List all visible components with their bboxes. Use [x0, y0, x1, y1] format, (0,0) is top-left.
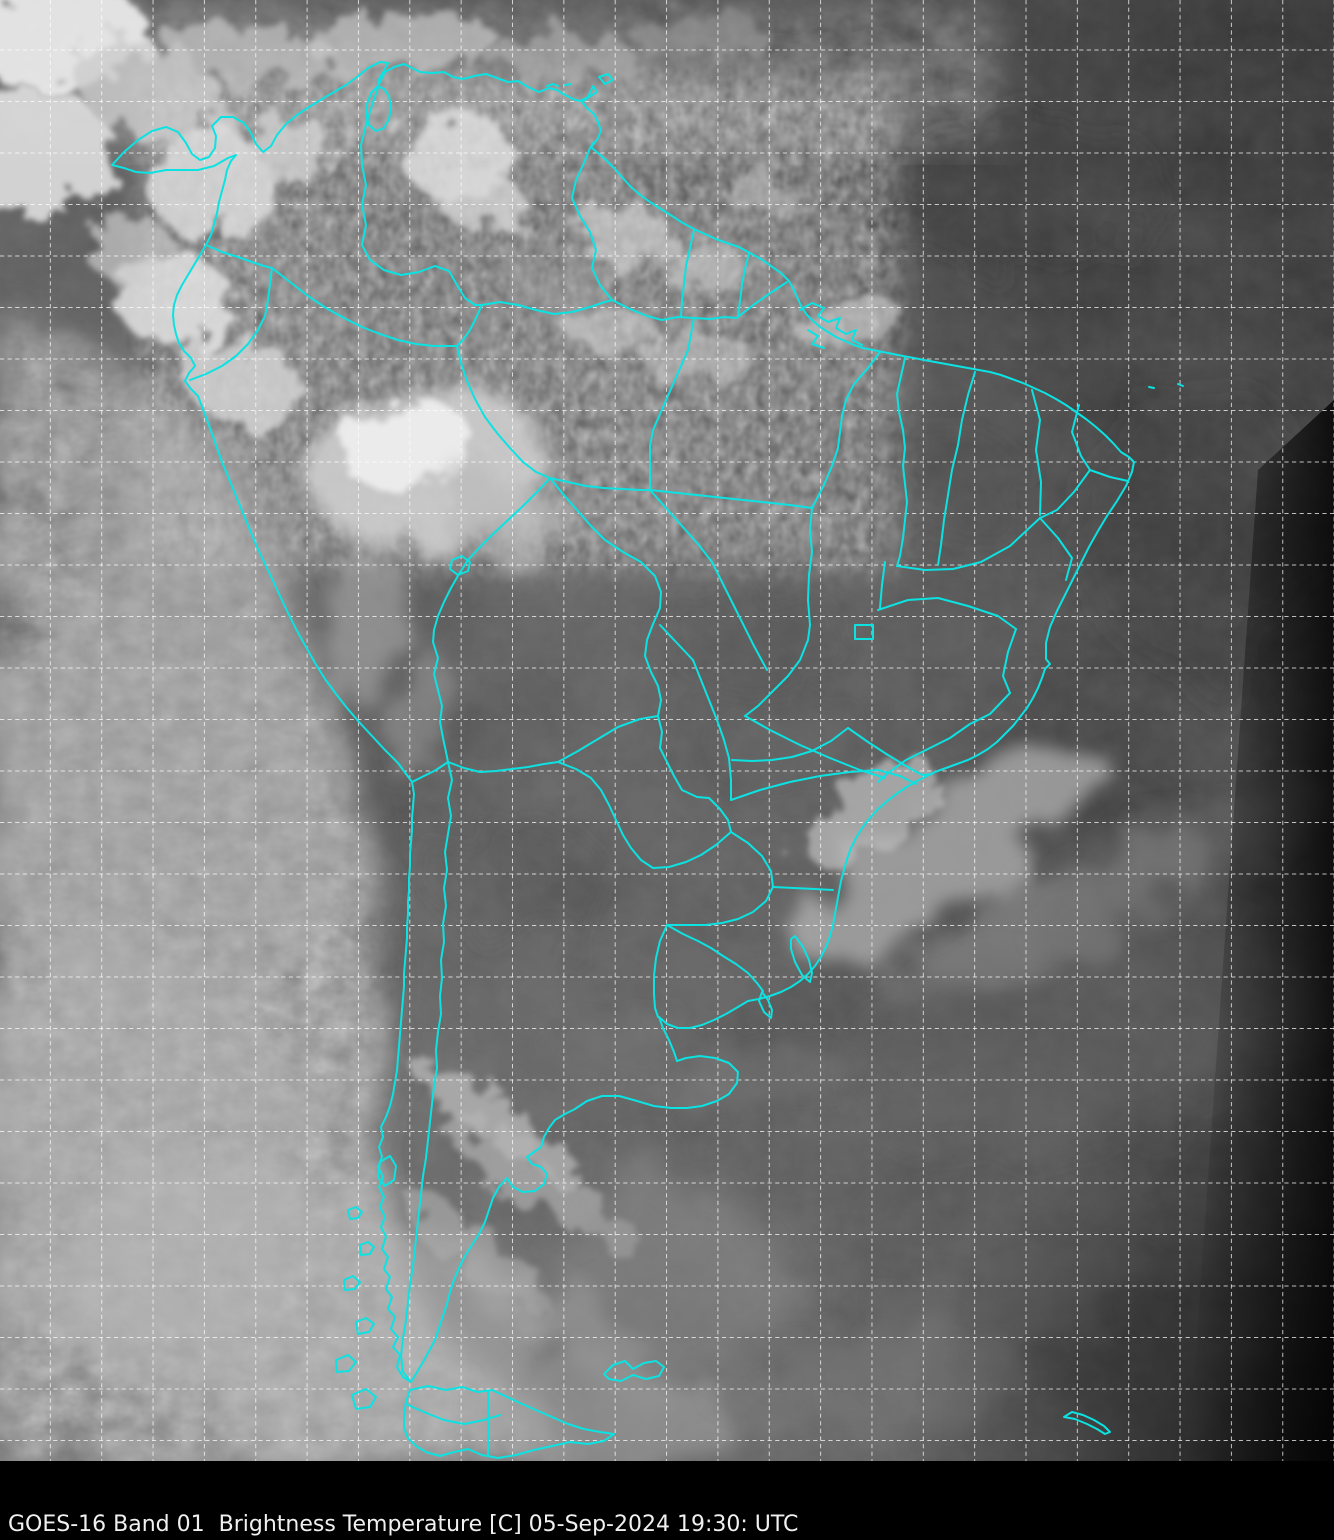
state-riograndedosul: [772, 886, 834, 891]
islands-falkland: [603, 1360, 665, 1382]
lagoon-patos: [790, 935, 813, 983]
state-piaui-ceara: [1031, 389, 1042, 516]
state-goias-tocantins: [879, 561, 886, 609]
state-para-maranhao: [811, 351, 881, 509]
border-colombia-peru: [271, 267, 458, 347]
island-noronha: [1148, 383, 1184, 389]
state-df-box: [854, 624, 874, 640]
border-peru-chile: [411, 761, 449, 783]
state-paraiba-pernambuco: [1039, 469, 1091, 519]
state-goias-west: [744, 507, 813, 717]
island-southgeorgia: [1063, 1411, 1111, 1435]
latlon-grid-overlay: [0, 0, 1334, 1461]
island-tierradelfuego: [403, 1385, 615, 1459]
state-bahia-north: [896, 517, 1041, 571]
state-saopaulo-rio: [847, 727, 933, 776]
border-colombia-ecuador: [205, 244, 273, 269]
strait-magellan: [405, 1403, 501, 1425]
state-minas-north: [877, 597, 1017, 630]
border-guiana-brazil: [737, 281, 788, 318]
state-minas-saopaulo: [731, 727, 849, 762]
caption-bar: GOES-16 Band 01 Brightness Temperature […: [0, 1461, 1334, 1540]
border-ecuador-peru: [189, 267, 273, 381]
state-amazonas-matogrosso: [649, 489, 813, 509]
state-tocantins-maranhao: [896, 357, 908, 567]
state-saopaulo-parana: [730, 769, 917, 801]
border-venezuela-brazil: [481, 299, 613, 315]
border-guyana-brazil: [611, 299, 663, 321]
border-chile-argentina: [400, 761, 453, 1383]
border-colombia-brazil: [456, 304, 483, 347]
state-matogrosso-west: [711, 561, 768, 671]
border-venezuela-guyana: [571, 141, 613, 301]
state-acre: [549, 477, 651, 491]
state-minas-south: [877, 692, 1011, 783]
border-uruguay-brazil: [666, 924, 764, 992]
coastline-south-america: [111, 61, 1135, 1383]
state-parana-river: [692, 659, 732, 801]
caption-background: [0, 1461, 1334, 1540]
island-trinidad: [598, 73, 614, 85]
border-paraguay-argentina: [557, 761, 732, 869]
border-bolivia-paraguay: [557, 715, 659, 763]
state-minas-espirito: [1002, 628, 1017, 694]
border-colombia-venezuela: [360, 87, 483, 306]
state-ceara-riogrande: [1071, 404, 1091, 471]
border-guyana-suriname: [680, 229, 695, 318]
border-suriname-brazil: [661, 316, 738, 321]
border-peru-brazil: [456, 345, 551, 479]
state-rondonia-matogrosso: [649, 489, 713, 563]
lake-titicaca: [449, 555, 471, 576]
lake-maracaibo: [365, 85, 392, 132]
border-argentina-uruguay: [653, 924, 668, 1018]
state-matogrossodosul-north: [659, 624, 694, 661]
border-bolivia-chile: [432, 641, 449, 763]
islands-fjords: [335, 1206, 377, 1410]
lagoon-mirim: [758, 991, 773, 1019]
border-bolivia-brazil: [549, 477, 662, 717]
island-marajo-channels: [799, 302, 863, 349]
state-maranhao-piaui: [937, 371, 976, 566]
island-chiloe: [377, 1155, 397, 1187]
island-margarita: [546, 83, 572, 87]
state-amazonas-para: [649, 317, 695, 491]
border-bolivia-argentina: [447, 761, 559, 773]
border-paraguay-brazil: [657, 715, 732, 833]
country-borders-overlay: [111, 61, 1184, 1459]
state-riogrande-paraiba: [1089, 469, 1129, 482]
border-argentina-brazil: [666, 831, 774, 926]
border-suriname-guiana: [737, 252, 750, 318]
state-pernambuco-alagoas: [1039, 517, 1073, 581]
caption-text: GOES-16 Band 01 Brightness Temperature […: [8, 1512, 798, 1537]
